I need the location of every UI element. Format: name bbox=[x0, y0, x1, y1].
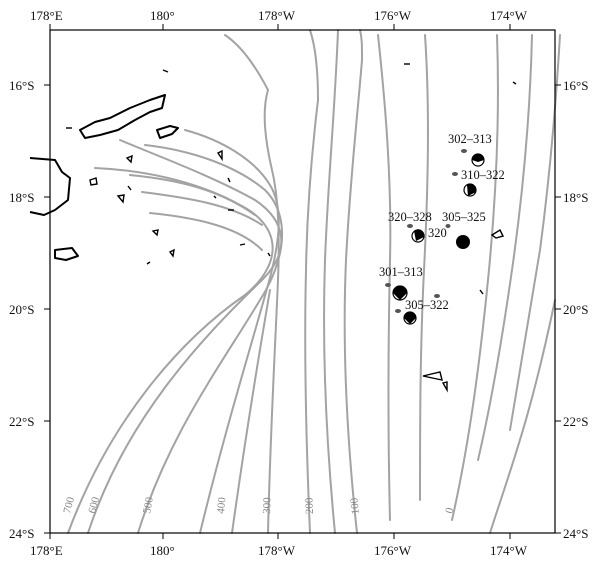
bottom-tick-5: 174°W bbox=[490, 543, 528, 558]
contour-h bbox=[149, 212, 263, 251]
contour-50b bbox=[419, 34, 429, 501]
small-event-1 bbox=[461, 149, 467, 153]
contour-100 bbox=[343, 29, 363, 534]
focal-mechanisms bbox=[385, 149, 485, 325]
bottom-axis-labels: 178°E 180° 178°W 176°W 174°W bbox=[30, 543, 528, 558]
label-305-325: 305–325 bbox=[442, 210, 486, 224]
contour-label-300: 300 bbox=[261, 497, 274, 514]
contour-label-500: 500 bbox=[141, 496, 156, 515]
bottom-tick-4: 176°W bbox=[374, 543, 412, 558]
island-q bbox=[227, 177, 231, 183]
contour-label-400: 400 bbox=[215, 496, 228, 514]
event-labels: 302–313 310–322 320–328 320 305–325 301–… bbox=[379, 132, 505, 312]
left-tick-1: 16°S bbox=[9, 78, 34, 93]
left-tick-4: 22°S bbox=[9, 414, 34, 429]
top-axis-labels: 178°E 180° 178°W 176°W 174°W bbox=[30, 8, 528, 23]
contour-50a bbox=[377, 34, 392, 521]
beachball-320-328 bbox=[411, 229, 425, 243]
island-k bbox=[146, 261, 151, 265]
beachball-310-322 bbox=[463, 183, 477, 197]
left-tick-5: 24°S bbox=[9, 526, 34, 541]
island-m bbox=[512, 81, 517, 85]
right-tick-4: 22°S bbox=[563, 414, 588, 429]
island-j bbox=[239, 243, 246, 246]
depth-contours bbox=[67, 29, 561, 534]
tick-marks bbox=[44, 24, 561, 539]
left-axis-labels: 16°S 18°S 20°S 22°S 24°S bbox=[9, 78, 34, 541]
small-event-3 bbox=[407, 224, 413, 228]
island-l bbox=[267, 252, 271, 257]
contour-label-200: 200 bbox=[303, 497, 316, 514]
label-310-322: 310–322 bbox=[461, 168, 505, 182]
contour-0b bbox=[477, 34, 533, 461]
tonga-islands-3 bbox=[441, 381, 448, 393]
contour-label-700: 700 bbox=[61, 495, 77, 515]
contour-label-0: 0 bbox=[443, 506, 456, 515]
beachball-302-313 bbox=[471, 153, 485, 167]
contour-300 bbox=[224, 34, 280, 534]
island-g bbox=[162, 69, 169, 73]
beachball-305-322 bbox=[403, 311, 417, 325]
top-tick-2: 180° bbox=[150, 8, 175, 23]
right-tick-1: 16°S bbox=[563, 78, 588, 93]
event-305-325 bbox=[456, 235, 470, 249]
top-tick-1: 178°E bbox=[30, 8, 63, 23]
contour-700 bbox=[67, 167, 274, 534]
label-305-322: 305–322 bbox=[405, 298, 449, 312]
beachball-301-313 bbox=[392, 285, 408, 301]
top-tick-3: 178°W bbox=[258, 8, 296, 23]
contour-labels: 700 600 500 400 300 200 100 0 bbox=[61, 495, 456, 515]
right-tick-2: 18°S bbox=[563, 190, 588, 205]
bottom-tick-1: 178°E bbox=[30, 543, 63, 558]
contour-0d bbox=[489, 299, 556, 534]
small-event-2 bbox=[452, 172, 458, 176]
contour-400 bbox=[184, 129, 280, 534]
island-c bbox=[216, 149, 223, 162]
bottom-tick-2: 180° bbox=[150, 543, 175, 558]
bottom-tick-3: 178°W bbox=[258, 543, 296, 558]
contour-label-100: 100 bbox=[348, 497, 362, 515]
island-a bbox=[89, 177, 98, 186]
island-d bbox=[116, 194, 125, 204]
island-e bbox=[151, 229, 159, 237]
island-p bbox=[127, 185, 132, 191]
top-tick-5: 174°W bbox=[490, 8, 528, 23]
fiji-coast bbox=[29, 157, 71, 216]
island-n bbox=[479, 289, 484, 295]
right-tick-5: 24°S bbox=[563, 526, 588, 541]
right-tick-3: 20°S bbox=[563, 302, 588, 317]
label-302-313: 302–313 bbox=[448, 132, 492, 146]
top-tick-4: 176°W bbox=[374, 8, 412, 23]
map-frame bbox=[49, 29, 556, 534]
kadavu-coast bbox=[54, 247, 79, 261]
island-f bbox=[168, 248, 175, 258]
left-tick-3: 20°S bbox=[9, 302, 34, 317]
contour-g bbox=[141, 191, 263, 226]
label-301-313: 301–313 bbox=[379, 265, 423, 279]
contour-200 bbox=[304, 29, 319, 534]
tonga-islands-1 bbox=[490, 228, 505, 239]
taveuni-coast bbox=[156, 125, 179, 139]
island-r bbox=[213, 195, 217, 199]
small-event-5 bbox=[395, 309, 401, 313]
left-tick-2: 18°S bbox=[9, 190, 34, 205]
label-320: 320 bbox=[428, 226, 447, 240]
contour-label-600: 600 bbox=[86, 495, 102, 515]
contour-0 bbox=[451, 34, 499, 521]
small-event-6 bbox=[434, 294, 440, 298]
contour-0f bbox=[231, 289, 271, 534]
contour-0e bbox=[323, 29, 339, 534]
contour-i bbox=[129, 174, 256, 216]
label-320-328: 320–328 bbox=[388, 210, 432, 224]
island-b bbox=[125, 154, 133, 164]
coastlines bbox=[29, 63, 517, 393]
right-axis-labels: 16°S 18°S 20°S 22°S 24°S bbox=[563, 78, 588, 541]
small-event-4 bbox=[385, 283, 391, 287]
tonga-islands-2 bbox=[422, 371, 443, 381]
small-event-7 bbox=[445, 224, 451, 228]
vanua-levu-coast bbox=[79, 94, 166, 139]
